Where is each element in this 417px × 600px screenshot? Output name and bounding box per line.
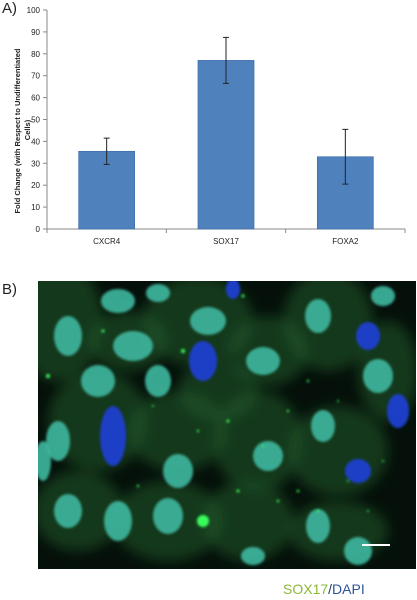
sox17-punctum	[152, 405, 154, 407]
sox17-nucleus	[38, 441, 51, 481]
x-category-label: FOXA2	[332, 237, 359, 246]
sox17-nucleus	[153, 498, 183, 534]
sox17-nucleus	[371, 286, 395, 306]
sox17-punctum	[101, 329, 105, 333]
sox17-dapi-micrograph	[38, 281, 416, 569]
y-tick-label: 0	[36, 225, 41, 234]
cytoplasm-region	[203, 481, 293, 561]
sox17-punctum	[382, 460, 384, 462]
y-axis-ticks: 0 10 20 30 40 50 60 70 80 90 100	[27, 6, 47, 234]
scale-bar	[362, 544, 390, 546]
cytoplasm-region	[288, 501, 388, 561]
x-axis-categories: CXCR4 SOX17 FOXA2	[46, 229, 406, 246]
sox17-nucleus	[54, 316, 82, 356]
sox17-punctum	[226, 419, 230, 423]
sox17-nucleus	[81, 365, 115, 397]
sox17-nucleus	[306, 509, 330, 543]
y-tick-label: 100	[27, 6, 41, 15]
sox17-nucleus	[253, 441, 283, 471]
nuclei-layer	[38, 281, 409, 565]
bar-sox17	[197, 60, 255, 230]
caption-dapi: DAPI	[332, 581, 365, 597]
dapi-nucleus	[356, 322, 380, 350]
sox17-punctum	[306, 379, 310, 383]
dapi-nucleus	[226, 281, 240, 299]
bar-chart: 0 10 20 30 40 50 60 70 80 90 100 CXCR4 SOX17 FOXA2 F…	[13, 6, 406, 246]
sox17-nucleus	[46, 421, 70, 461]
sox17-nucleus	[145, 365, 171, 397]
y-tick-label: 30	[31, 159, 40, 168]
dapi-nucleus	[100, 406, 126, 466]
sox17-nucleus	[305, 299, 331, 333]
panel-label-b: B)	[2, 281, 17, 298]
sox17-nucleus	[101, 289, 135, 313]
y-tick-label: 90	[31, 28, 40, 37]
y-tick-label: 60	[31, 94, 40, 103]
sox17-punctum	[337, 400, 339, 402]
sox17-punctum	[236, 489, 240, 493]
y-axis-label-line-1: Fold Change (with Respect to Undifferent…	[13, 48, 22, 213]
sox17-nucleus	[241, 547, 265, 565]
sox17-punctum	[46, 374, 50, 378]
sox17-nucleus	[163, 454, 193, 488]
sox17-punctum	[367, 510, 369, 512]
sox17-punctum	[197, 515, 209, 527]
dapi-nucleus	[189, 341, 217, 381]
sox17-punctum	[316, 509, 320, 513]
dapi-nucleus	[345, 459, 371, 483]
y-axis-label: Fold Change (with Respect to Undifferent…	[13, 46, 32, 213]
sox17-punctum	[286, 409, 290, 413]
y-tick-label: 20	[31, 181, 40, 190]
sox17-punctum	[262, 445, 264, 447]
chart-bars	[78, 60, 374, 230]
y-tick-label: 70	[31, 72, 40, 81]
micrograph-caption: SOX17/DAPI	[283, 581, 365, 597]
sox17-punctum	[241, 294, 245, 298]
y-axis-label-line-2: Cells)	[23, 119, 32, 140]
chart-error-bars	[103, 36, 349, 185]
sox17-nucleus	[104, 501, 132, 541]
y-tick-label: 40	[31, 137, 40, 146]
sox17-nucleus	[190, 307, 226, 335]
cytoplasm-region	[178, 361, 258, 421]
sox17-punctum	[276, 499, 280, 503]
sox17-nucleus	[363, 359, 393, 393]
sox17-nucleus	[54, 494, 82, 528]
x-category-label: CXCR4	[93, 237, 121, 246]
y-tick-label: 50	[31, 116, 40, 125]
puncta-layer	[46, 294, 384, 527]
cytoplasm-region	[288, 406, 388, 496]
sox17-nucleus	[344, 537, 372, 565]
sox17-punctum	[347, 480, 349, 482]
sox17-nucleus	[311, 410, 335, 442]
sox17-punctum	[181, 349, 185, 353]
sox17-punctum	[296, 489, 300, 493]
caption-slash: /	[328, 581, 333, 597]
panel-label-a: A)	[2, 0, 17, 17]
y-tick-label: 10	[31, 203, 40, 212]
sox17-punctum	[196, 429, 200, 433]
y-tick-label: 80	[31, 50, 40, 59]
sox17-nucleus	[246, 347, 280, 375]
dapi-nucleus	[387, 394, 409, 428]
sox17-punctum	[136, 484, 140, 488]
caption-sox17: SOX17	[283, 581, 329, 597]
sox17-nucleus	[146, 284, 170, 302]
sox17-nucleus	[113, 331, 153, 361]
x-category-label: SOX17	[213, 237, 239, 246]
